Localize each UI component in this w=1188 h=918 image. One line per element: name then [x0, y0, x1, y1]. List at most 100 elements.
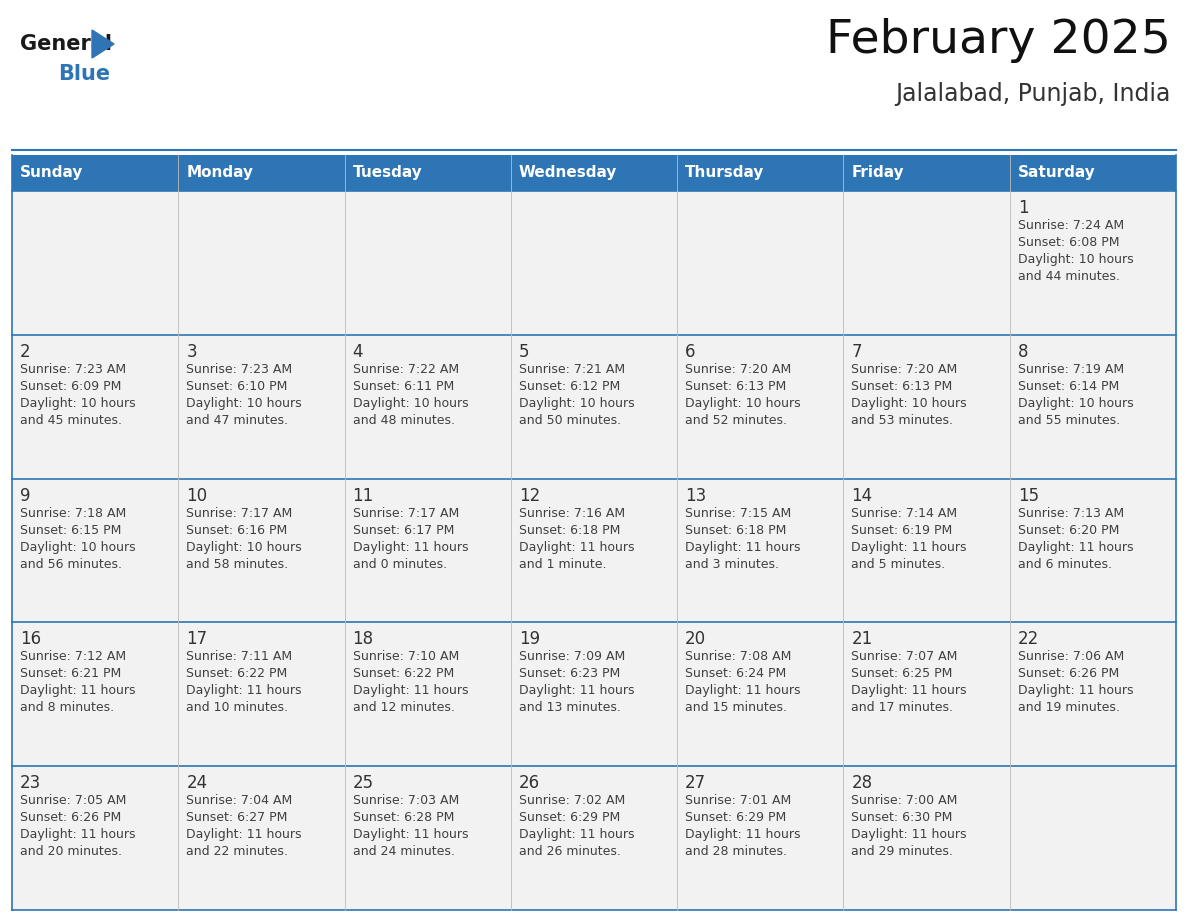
Text: Daylight: 11 hours: Daylight: 11 hours	[852, 685, 967, 698]
Bar	[843, 622, 1010, 767]
Text: Sunrise: 7:17 AM: Sunrise: 7:17 AM	[353, 507, 459, 520]
Text: Tuesday: Tuesday	[353, 165, 422, 181]
Text: Sunrise: 7:02 AM: Sunrise: 7:02 AM	[519, 794, 625, 807]
Text: Wednesday: Wednesday	[519, 165, 618, 181]
Text: Daylight: 11 hours: Daylight: 11 hours	[1018, 541, 1133, 554]
Text: Sunset: 6:21 PM: Sunset: 6:21 PM	[20, 667, 121, 680]
Text: and 6 minutes.: and 6 minutes.	[1018, 557, 1112, 571]
Bar	[843, 191, 1010, 335]
Text: Sunset: 6:26 PM: Sunset: 6:26 PM	[1018, 667, 1119, 680]
Text: Sunset: 6:13 PM: Sunset: 6:13 PM	[685, 380, 786, 393]
Text: 12: 12	[519, 487, 541, 505]
Text: Sunrise: 7:13 AM: Sunrise: 7:13 AM	[1018, 507, 1124, 520]
Text: Daylight: 10 hours: Daylight: 10 hours	[1018, 397, 1133, 409]
Text: and 0 minutes.: and 0 minutes.	[353, 557, 447, 571]
Text: and 17 minutes.: and 17 minutes.	[852, 701, 954, 714]
Text: Sunrise: 7:15 AM: Sunrise: 7:15 AM	[685, 507, 791, 520]
Text: 26: 26	[519, 774, 541, 792]
Text: Sunset: 6:15 PM: Sunset: 6:15 PM	[20, 523, 121, 537]
Text: and 29 minutes.: and 29 minutes.	[852, 845, 953, 858]
Text: Sunrise: 7:07 AM: Sunrise: 7:07 AM	[852, 650, 958, 664]
Text: Daylight: 11 hours: Daylight: 11 hours	[852, 541, 967, 554]
Text: Sunrise: 7:21 AM: Sunrise: 7:21 AM	[519, 363, 625, 375]
Text: 17: 17	[187, 631, 208, 648]
Bar	[12, 191, 178, 335]
Bar	[345, 622, 511, 767]
Text: and 24 minutes.: and 24 minutes.	[353, 845, 455, 858]
Bar	[843, 155, 1010, 191]
Text: Daylight: 11 hours: Daylight: 11 hours	[685, 685, 801, 698]
Text: Sunrise: 7:05 AM: Sunrise: 7:05 AM	[20, 794, 126, 807]
Text: Sunset: 6:22 PM: Sunset: 6:22 PM	[353, 667, 454, 680]
Text: 20: 20	[685, 631, 707, 648]
Text: Sunset: 6:12 PM: Sunset: 6:12 PM	[519, 380, 620, 393]
Text: Daylight: 10 hours: Daylight: 10 hours	[20, 397, 135, 409]
Text: Daylight: 11 hours: Daylight: 11 hours	[353, 828, 468, 841]
Text: 10: 10	[187, 487, 208, 505]
Bar	[178, 478, 345, 622]
Text: and 55 minutes.: and 55 minutes.	[1018, 414, 1120, 427]
Text: Sunrise: 7:04 AM: Sunrise: 7:04 AM	[187, 794, 292, 807]
Text: 25: 25	[353, 774, 374, 792]
Text: Sunset: 6:18 PM: Sunset: 6:18 PM	[519, 523, 620, 537]
Bar	[345, 478, 511, 622]
Text: Sunrise: 7:23 AM: Sunrise: 7:23 AM	[20, 363, 126, 375]
Text: and 10 minutes.: and 10 minutes.	[187, 701, 289, 714]
Text: 8: 8	[1018, 342, 1029, 361]
Bar	[1010, 155, 1176, 191]
Bar	[677, 767, 843, 910]
Text: Sunday: Sunday	[20, 165, 83, 181]
Text: Sunset: 6:08 PM: Sunset: 6:08 PM	[1018, 236, 1119, 249]
Text: Sunset: 6:25 PM: Sunset: 6:25 PM	[852, 667, 953, 680]
Text: 11: 11	[353, 487, 374, 505]
Text: Daylight: 10 hours: Daylight: 10 hours	[1018, 253, 1133, 266]
Text: and 13 minutes.: and 13 minutes.	[519, 701, 621, 714]
Text: and 52 minutes.: and 52 minutes.	[685, 414, 788, 427]
Text: Sunrise: 7:20 AM: Sunrise: 7:20 AM	[852, 363, 958, 375]
Bar	[1010, 622, 1176, 767]
Text: Sunrise: 7:01 AM: Sunrise: 7:01 AM	[685, 794, 791, 807]
Text: 2: 2	[20, 342, 31, 361]
Bar	[12, 767, 178, 910]
Bar	[178, 155, 345, 191]
Text: Friday: Friday	[852, 165, 904, 181]
Text: Daylight: 10 hours: Daylight: 10 hours	[353, 397, 468, 409]
Text: Sunrise: 7:14 AM: Sunrise: 7:14 AM	[852, 507, 958, 520]
Text: Daylight: 11 hours: Daylight: 11 hours	[353, 541, 468, 554]
Text: and 47 minutes.: and 47 minutes.	[187, 414, 289, 427]
Text: Jalalabad, Punjab, India: Jalalabad, Punjab, India	[896, 82, 1171, 106]
Bar	[511, 622, 677, 767]
Bar	[345, 191, 511, 335]
Text: Daylight: 11 hours: Daylight: 11 hours	[685, 541, 801, 554]
Bar	[677, 478, 843, 622]
Text: Sunset: 6:26 PM: Sunset: 6:26 PM	[20, 812, 121, 824]
Text: Sunrise: 7:03 AM: Sunrise: 7:03 AM	[353, 794, 459, 807]
Text: 5: 5	[519, 342, 530, 361]
Text: and 5 minutes.: and 5 minutes.	[852, 557, 946, 571]
Bar	[843, 335, 1010, 478]
Text: Sunrise: 7:24 AM: Sunrise: 7:24 AM	[1018, 219, 1124, 232]
Text: Daylight: 11 hours: Daylight: 11 hours	[1018, 685, 1133, 698]
Text: Sunrise: 7:09 AM: Sunrise: 7:09 AM	[519, 650, 625, 664]
Bar	[1010, 191, 1176, 335]
Text: Sunset: 6:29 PM: Sunset: 6:29 PM	[685, 812, 786, 824]
Text: Daylight: 11 hours: Daylight: 11 hours	[852, 828, 967, 841]
Bar	[345, 155, 511, 191]
Text: Daylight: 10 hours: Daylight: 10 hours	[187, 397, 302, 409]
Text: and 12 minutes.: and 12 minutes.	[353, 701, 455, 714]
Text: Sunrise: 7:00 AM: Sunrise: 7:00 AM	[852, 794, 958, 807]
Text: and 48 minutes.: and 48 minutes.	[353, 414, 455, 427]
Text: 27: 27	[685, 774, 707, 792]
Text: and 44 minutes.: and 44 minutes.	[1018, 270, 1119, 283]
Text: Daylight: 11 hours: Daylight: 11 hours	[20, 685, 135, 698]
Text: Daylight: 11 hours: Daylight: 11 hours	[187, 828, 302, 841]
Text: Sunrise: 7:18 AM: Sunrise: 7:18 AM	[20, 507, 126, 520]
Text: Daylight: 10 hours: Daylight: 10 hours	[20, 541, 135, 554]
Text: February 2025: February 2025	[826, 18, 1171, 63]
Text: 28: 28	[852, 774, 872, 792]
Text: Blue: Blue	[58, 64, 110, 84]
Bar	[511, 155, 677, 191]
Bar	[12, 335, 178, 478]
Text: Daylight: 10 hours: Daylight: 10 hours	[519, 397, 634, 409]
Bar	[843, 767, 1010, 910]
